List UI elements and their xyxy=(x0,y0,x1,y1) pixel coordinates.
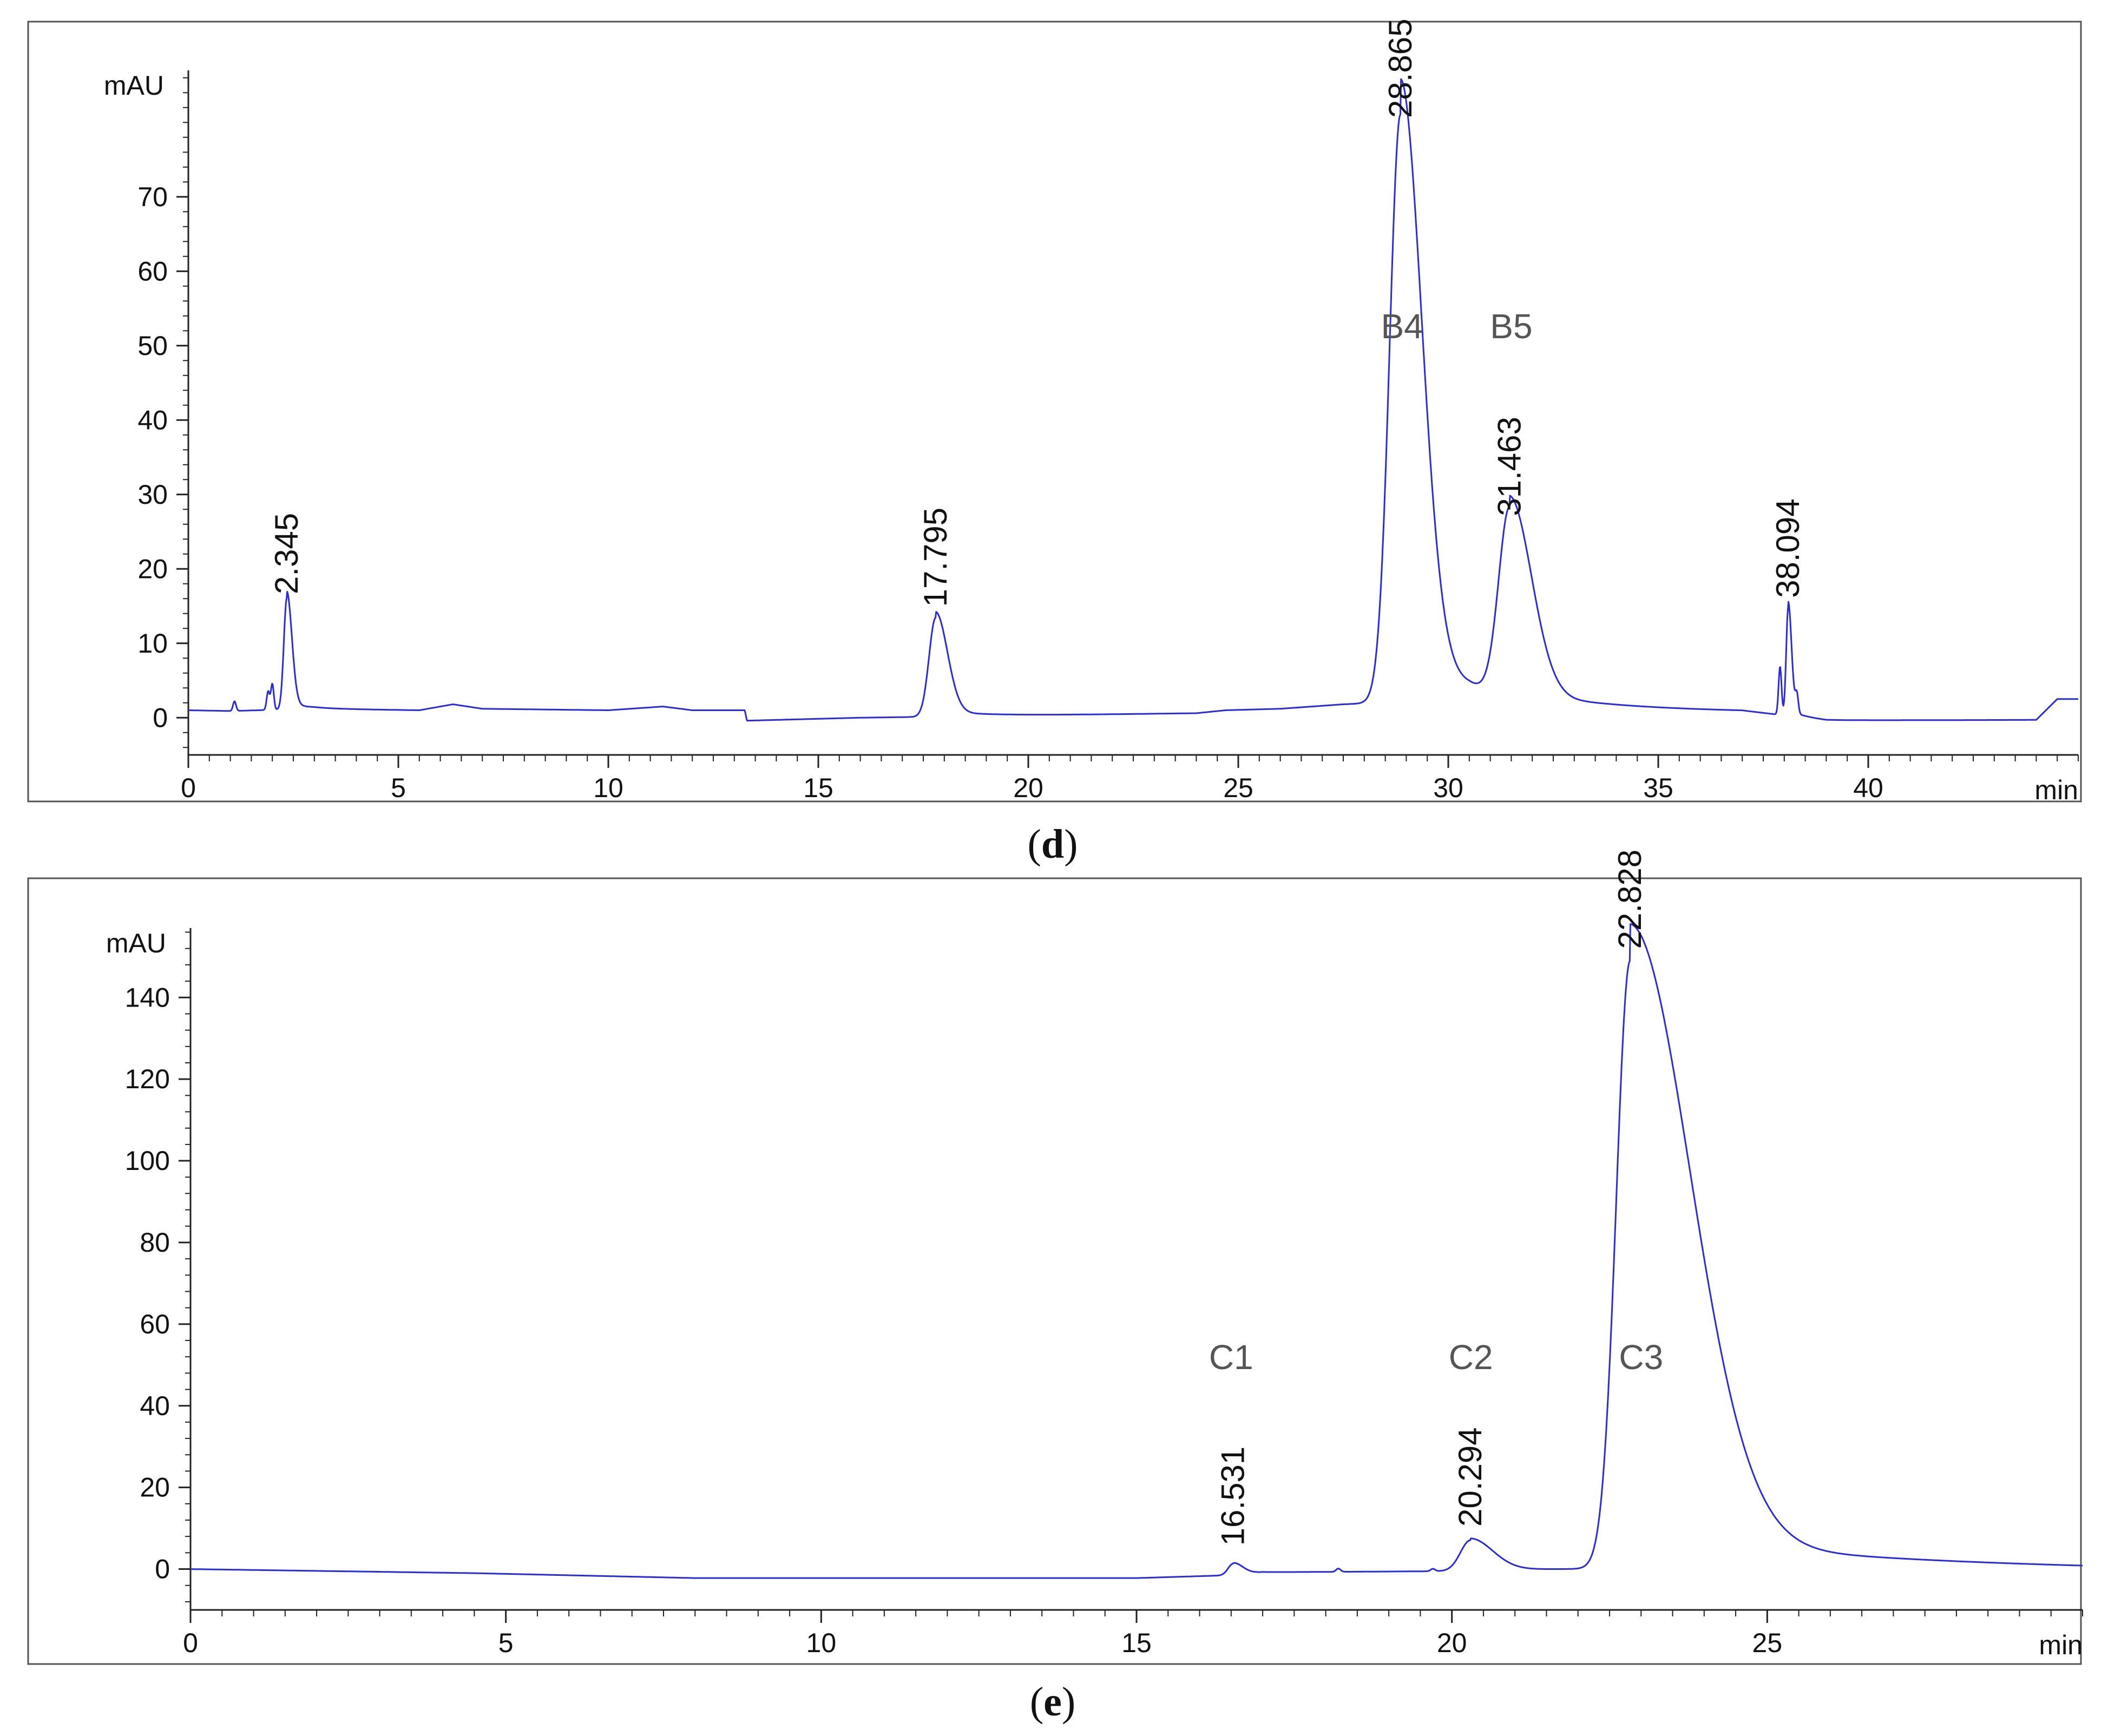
y-tick-label: 20 xyxy=(140,1472,170,1503)
chromatogram-trace xyxy=(188,78,2079,722)
peak-rt-label: 38.094 xyxy=(1770,498,1806,598)
y-tick-label: 40 xyxy=(137,405,168,435)
peak-rt-label: 31.463 xyxy=(1492,417,1528,516)
panel-frame xyxy=(27,877,2082,1665)
panel-caption-d: (d) xyxy=(1028,821,1078,867)
x-tick-label: 15 xyxy=(803,773,833,803)
y-tick-label: 50 xyxy=(137,331,168,361)
compound-label: B4 xyxy=(1381,307,1423,346)
chromatogram-trace xyxy=(190,923,2083,1579)
x-tick-label: 10 xyxy=(806,1628,837,1658)
y-tick-label: 60 xyxy=(137,256,168,286)
compound-label: C1 xyxy=(1209,1338,1253,1377)
peak-rt-label: 16.531 xyxy=(1214,1446,1251,1546)
y-tick-label: 40 xyxy=(140,1391,170,1421)
y-tick-label: 0 xyxy=(155,1554,170,1584)
y-tick-label: 60 xyxy=(140,1309,170,1339)
x-tick-label: 25 xyxy=(1752,1628,1783,1658)
y-unit-label: mAU xyxy=(106,928,166,958)
peak-rt-label: 2.345 xyxy=(268,513,305,594)
peak-rt-label: 28.865 xyxy=(1382,18,1419,118)
compound-label: C3 xyxy=(1619,1338,1663,1377)
y-tick-label: 0 xyxy=(153,702,168,733)
y-tick-label: 10 xyxy=(137,628,168,659)
y-tick-label: 80 xyxy=(140,1227,170,1258)
x-tick-label: 25 xyxy=(1223,773,1253,803)
x-tick-label: 0 xyxy=(181,773,196,803)
y-tick-label: 30 xyxy=(137,479,168,510)
x-tick-label: 20 xyxy=(1437,1628,1467,1658)
panel-frame xyxy=(27,21,2082,803)
chromatogram-panel-d: 0 10 20 30 40 50 60 70 mAU 0 5 10 15 20 25 30 35 40 min 2.3… xyxy=(27,18,2082,805)
x-unit-label: min xyxy=(2039,1630,2083,1660)
x-tick-label: 5 xyxy=(498,1628,514,1658)
peak-rt-label: 20.294 xyxy=(1452,1427,1488,1527)
y-tick-label: 70 xyxy=(137,182,168,212)
x-tick-label: 15 xyxy=(1121,1628,1152,1658)
x-tick-label: 10 xyxy=(593,773,623,803)
peak-rt-label: 17.795 xyxy=(917,508,954,607)
compound-label: B5 xyxy=(1490,307,1532,346)
panel-caption-e: (e) xyxy=(1030,1679,1075,1725)
x-tick-label: 0 xyxy=(183,1628,198,1658)
y-tick-label: 100 xyxy=(125,1146,170,1176)
compound-label: C2 xyxy=(1449,1338,1493,1377)
chromatogram-panel-e: 0 20 40 60 80 100 120 140 mAU 0 5 10 15 20 25 min 16.531… xyxy=(27,850,2083,1665)
x-tick-label: 40 xyxy=(1853,773,1883,803)
x-tick-label: 35 xyxy=(1643,773,1673,803)
y-tick-label: 140 xyxy=(125,982,170,1012)
x-tick-label: 5 xyxy=(391,773,406,803)
x-unit-label: min xyxy=(2034,775,2078,805)
y-tick-label: 20 xyxy=(137,554,168,584)
x-tick-label: 30 xyxy=(1433,773,1463,803)
peak-rt-label: 22.828 xyxy=(1612,850,1648,949)
y-unit-label: mAU xyxy=(104,70,164,101)
x-tick-label: 20 xyxy=(1013,773,1043,803)
y-tick-label: 120 xyxy=(125,1064,170,1094)
